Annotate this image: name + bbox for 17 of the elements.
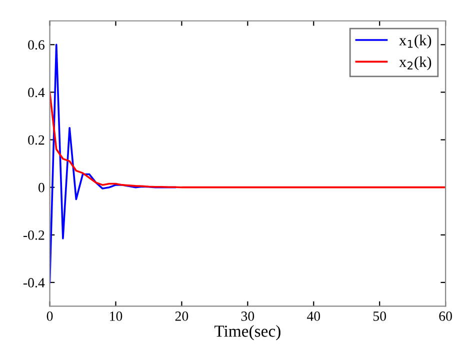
x-tick-label: 60: [439, 312, 452, 321]
x-tick-label: 50: [373, 312, 386, 321]
x-tick-label: 30: [241, 312, 254, 321]
y-tick-label: 0.2: [28, 135, 44, 145]
x-axis-title: Time(sec): [214, 325, 280, 340]
legend-label: x$_{2}$(k): [399, 56, 432, 70]
y-tick-label: 0: [38, 182, 44, 192]
line-series: [50, 91, 446, 188]
y-tick-label: -0.2: [23, 230, 44, 240]
y-tick-label: 0.6: [28, 40, 44, 50]
x-tick-label: 0: [46, 312, 53, 321]
y-tick-label: -0.4: [23, 278, 45, 288]
x-tick-label: 10: [110, 312, 122, 321]
legend-label: x$_{1}$(k): [399, 34, 432, 48]
y-tick-label: 0.4: [28, 88, 45, 98]
x-tick-label: 20: [175, 312, 188, 321]
x-tick-label: 40: [306, 312, 320, 321]
